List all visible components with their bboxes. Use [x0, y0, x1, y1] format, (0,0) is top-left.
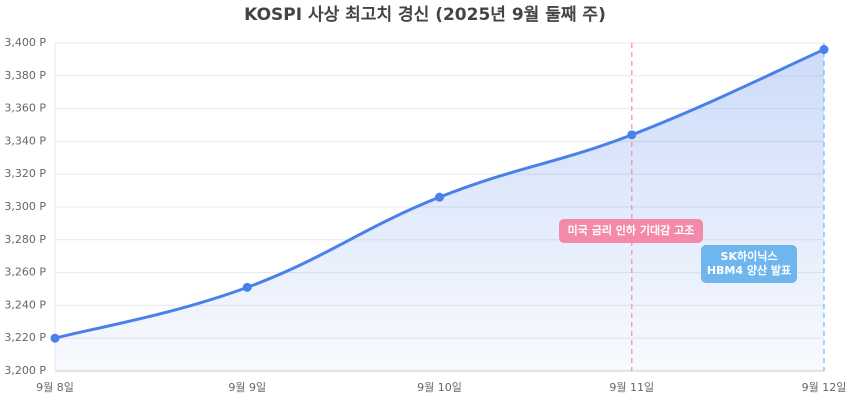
- point: [50, 333, 60, 343]
- annotation-text: HBM4 양산 발표: [707, 263, 791, 277]
- point: [627, 130, 637, 140]
- point: [435, 192, 444, 202]
- chart-title: KOSPI 사상 최고치 경신 (2025년 9월 둘째 주): [244, 5, 606, 25]
- y-tick-label: 3,200 P: [4, 364, 46, 377]
- y-tick-label: 3,340 P: [4, 134, 46, 147]
- point: [242, 282, 252, 292]
- point: [819, 45, 829, 55]
- annotation-text: SK하이닉스: [721, 249, 778, 263]
- x-tick-label: 9월 11일: [609, 380, 654, 394]
- y-tick-label: 3,360 P: [4, 102, 46, 115]
- annotation-box: [701, 245, 797, 283]
- y-tick-label: 3,280 P: [4, 233, 46, 246]
- x-tick-label: 9월 12일: [802, 380, 847, 394]
- y-tick-label: 3,260 P: [4, 266, 46, 279]
- y-tick-label: 3,400 P: [4, 36, 46, 49]
- y-tick-label: 3,380 P: [4, 69, 46, 82]
- x-tick-label: 9월 8일: [36, 380, 74, 394]
- y-tick-label: 3,240 P: [4, 298, 46, 311]
- annotation-box: [559, 219, 703, 243]
- y-tick-label: 3,300 P: [4, 200, 46, 213]
- area: [55, 49, 824, 372]
- y-tick-label: 3,220 P: [4, 331, 46, 344]
- y-tick-label: 3,320 P: [4, 167, 46, 180]
- x-tick-label: 9월 10일: [417, 380, 462, 394]
- annotation-text: 미국 금리 인하 기대감 고조: [568, 223, 695, 237]
- x-tick-label: 9월 9일: [228, 380, 266, 394]
